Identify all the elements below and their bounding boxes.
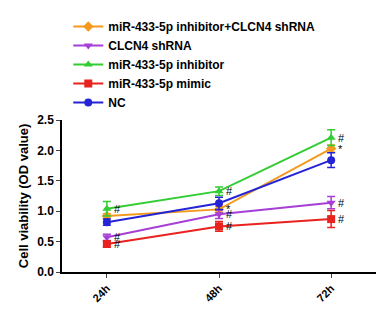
- svg-text:48h: 48h: [202, 282, 224, 304]
- svg-text:#: #: [114, 238, 121, 250]
- svg-text:miR-433-5p inhibitor: miR-433-5p inhibitor: [108, 58, 224, 72]
- svg-text:Cell viability (OD value): Cell viability (OD value): [16, 124, 31, 269]
- svg-text:#: #: [226, 208, 233, 220]
- svg-text:#: #: [226, 185, 233, 197]
- svg-text:*: *: [338, 143, 343, 155]
- svg-text:#: #: [114, 203, 121, 215]
- svg-text:CLCN4 shRNA: CLCN4 shRNA: [108, 39, 192, 53]
- svg-text:72h: 72h: [315, 282, 337, 304]
- svg-text:#: #: [338, 197, 345, 209]
- svg-text:miR-433-5p mimic: miR-433-5p mimic: [108, 77, 211, 91]
- svg-text:24h: 24h: [90, 282, 112, 304]
- svg-text:0.5: 0.5: [37, 235, 54, 249]
- svg-text:*: *: [226, 203, 231, 215]
- svg-text:#: #: [338, 213, 345, 225]
- svg-text:2.5: 2.5: [37, 113, 54, 127]
- svg-text:1.5: 1.5: [37, 174, 54, 188]
- svg-text:miR-433-5p inhibitor+CLCN4 shR: miR-433-5p inhibitor+CLCN4 shRNA: [108, 20, 315, 34]
- svg-text:1.0: 1.0: [37, 204, 54, 218]
- svg-text:#: #: [114, 231, 121, 243]
- svg-text:2.0: 2.0: [37, 144, 54, 158]
- svg-text:#: #: [338, 132, 345, 144]
- svg-text:0.0: 0.0: [37, 265, 54, 279]
- svg-text:NC: NC: [108, 96, 126, 110]
- svg-text:#: #: [226, 220, 233, 232]
